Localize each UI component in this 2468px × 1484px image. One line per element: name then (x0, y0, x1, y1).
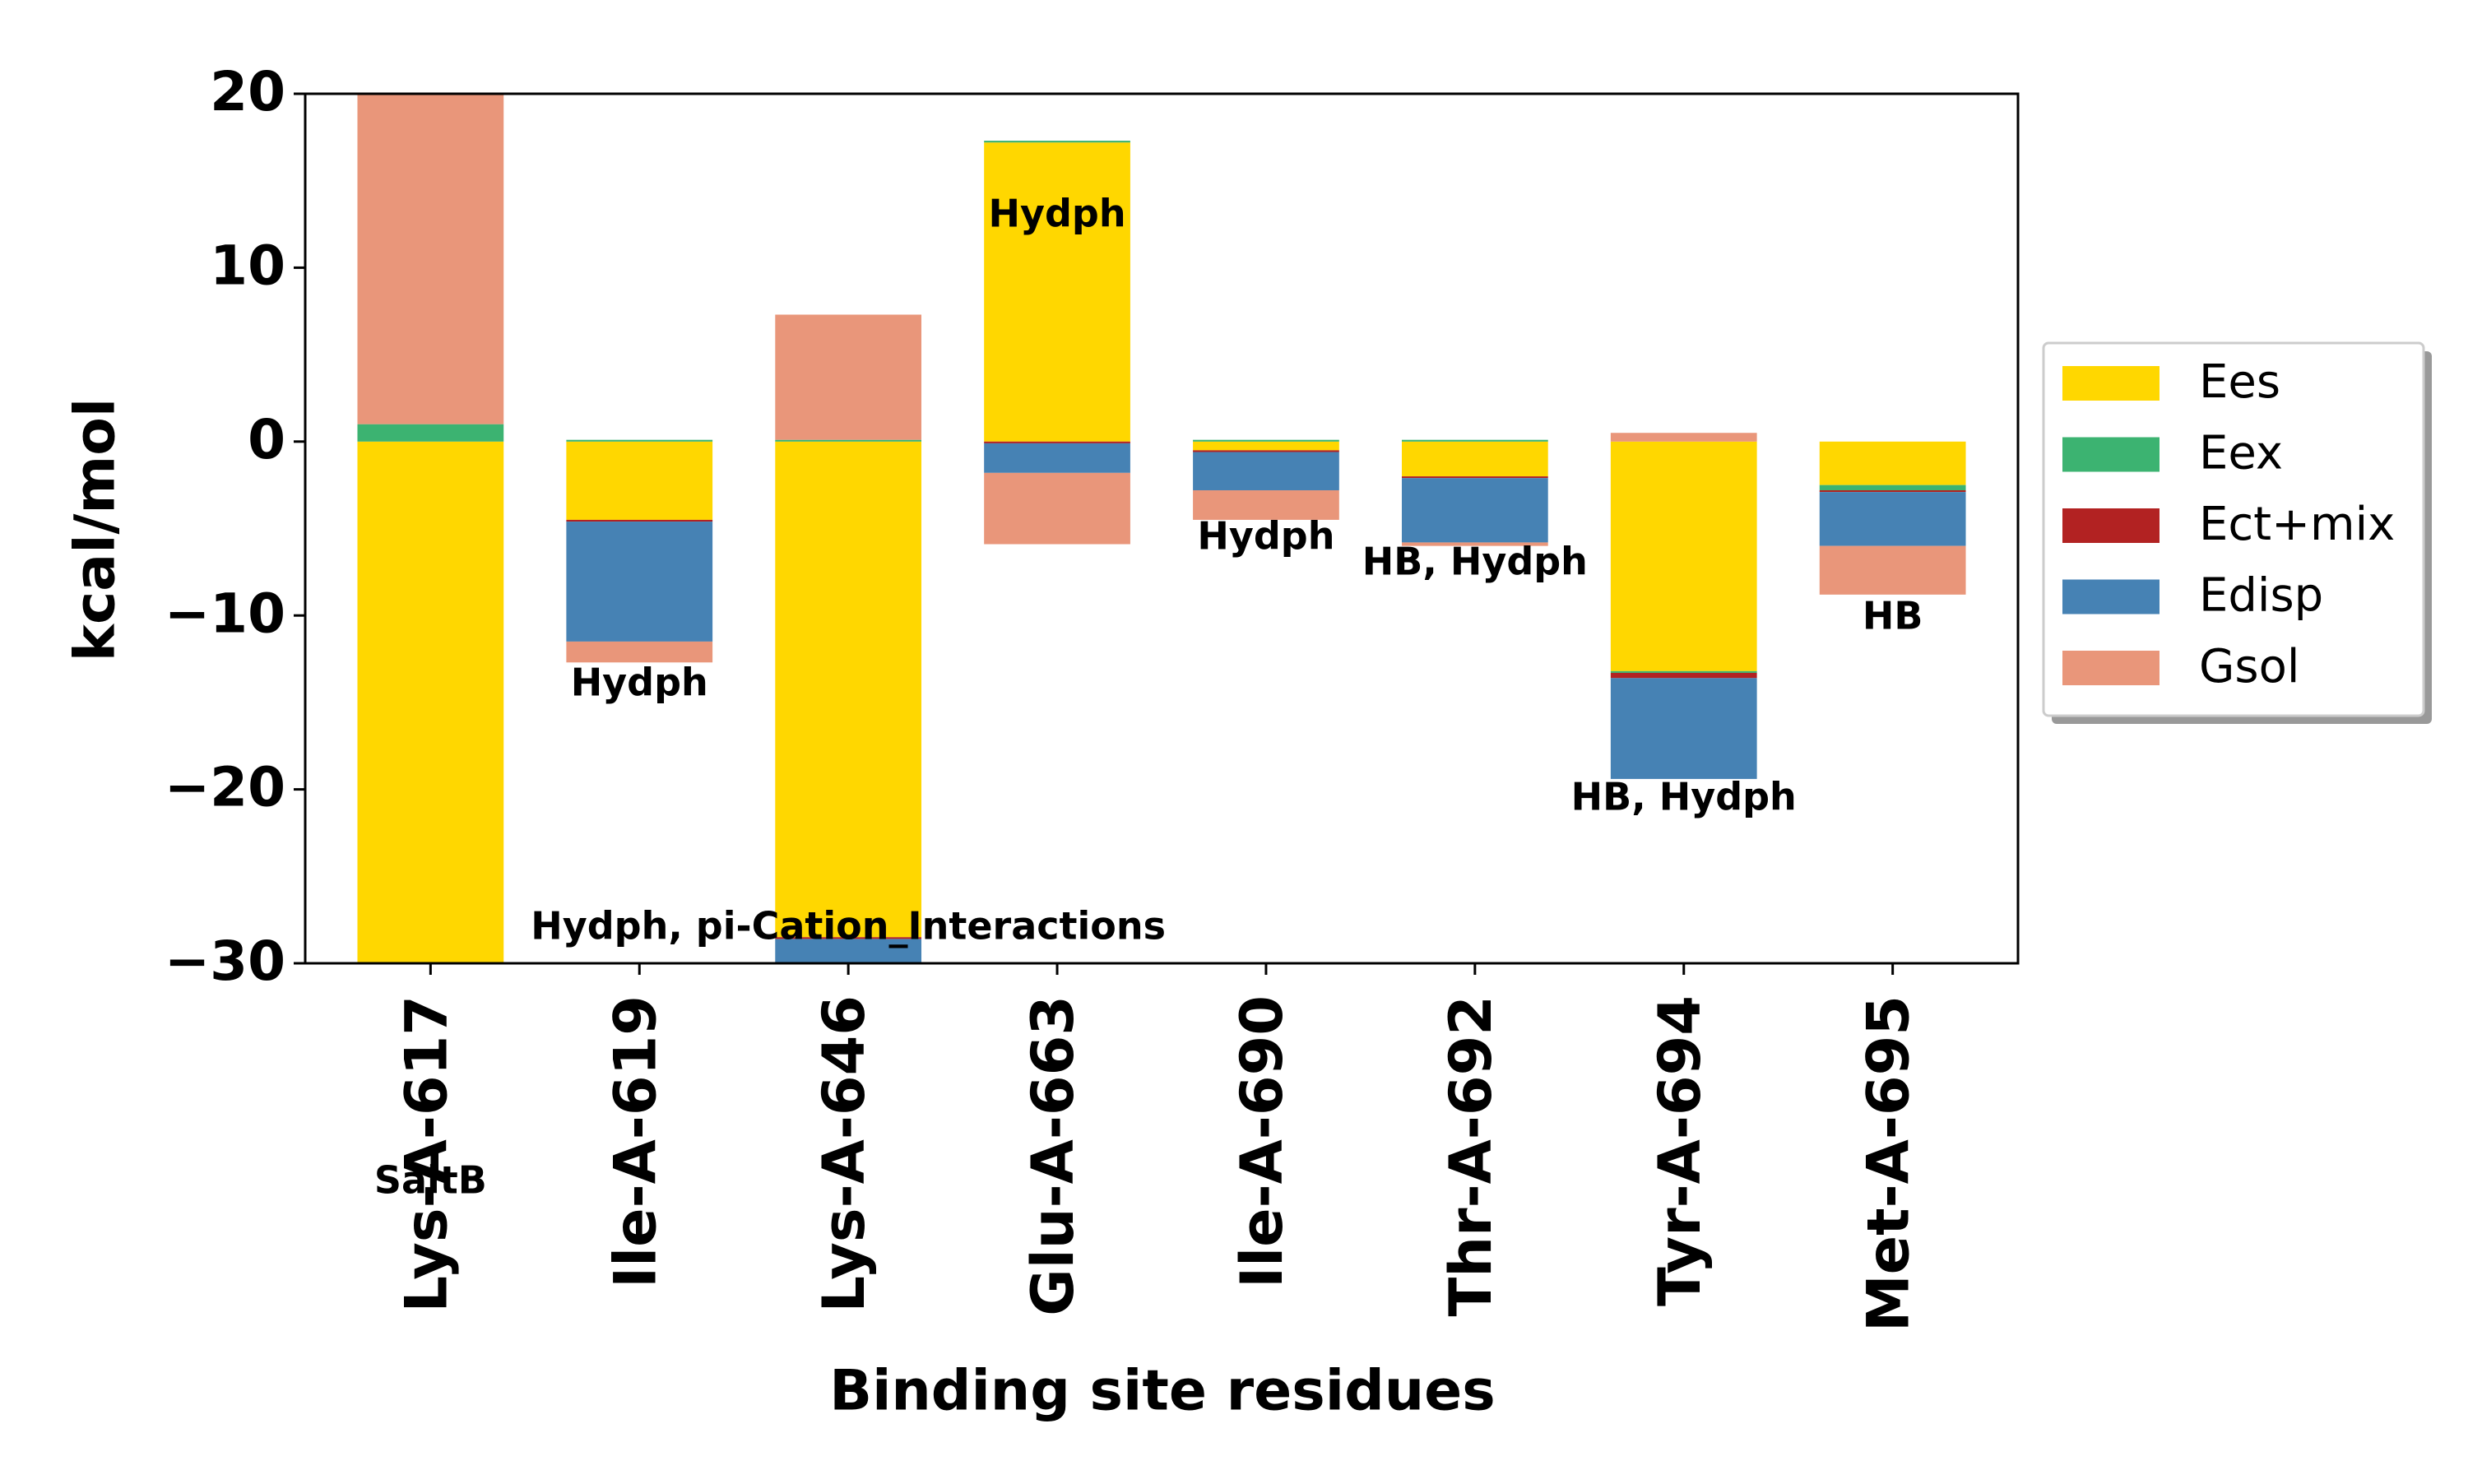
x-tick-label: Thr-A-692 (1437, 995, 1505, 1317)
bar-segment (566, 522, 713, 642)
bar-segment (1193, 452, 1339, 490)
bar-segment (984, 142, 1130, 442)
bar-segment (357, 94, 504, 424)
legend-label: Eex (2199, 427, 2283, 480)
bar-segment (1610, 441, 1757, 671)
annotation: HB, Hydph (1571, 775, 1797, 819)
bar-segment (1610, 433, 1757, 442)
bar-segment (1610, 670, 1757, 673)
bar-segment (1401, 439, 1548, 442)
y-tick-label: −10 (165, 582, 285, 645)
plot-area (357, 94, 1966, 963)
bar-segment (566, 519, 713, 522)
bar-segment (566, 439, 713, 442)
bar-segment (1819, 441, 1966, 485)
annotation: Hydph, pi-Cation_Interactions (531, 904, 1166, 948)
bar-segment (1193, 489, 1339, 520)
bar-segment (1819, 545, 1966, 595)
bar-segment (984, 443, 1130, 473)
annotation: Hydph (989, 192, 1126, 236)
bar-segment (775, 441, 922, 938)
legend-label: Ees (2199, 355, 2280, 409)
bar-segment (357, 424, 504, 442)
legend-swatch (2062, 366, 2160, 401)
y-tick-label: −20 (165, 756, 285, 819)
x-tick-label: Tyr-A-694 (1646, 995, 1714, 1306)
annotation: SaltB (374, 1158, 487, 1203)
legend-swatch (2062, 579, 2160, 614)
x-tick-label: Lys-A-617 (392, 995, 460, 1313)
bar-segment (1401, 476, 1548, 479)
annotation: HB (1863, 594, 1923, 638)
x-tick-label: Ile-A-619 (601, 995, 669, 1288)
y-tick-label: 0 (248, 408, 285, 471)
bar-segment (1819, 492, 1966, 546)
bar-segment (357, 441, 504, 963)
bar-segment (1193, 439, 1339, 442)
annotation: Hydph (1197, 514, 1334, 559)
bar-segment (775, 439, 922, 442)
bar-segment (775, 939, 922, 963)
bar-segment (1193, 441, 1339, 451)
bar-segment (566, 641, 713, 663)
bar-segment (566, 441, 713, 520)
bar-segment (1819, 489, 1966, 493)
x-tick-label: Met-A-695 (1855, 995, 1923, 1332)
bar-segment (1193, 450, 1339, 452)
bar-segment (1819, 485, 1966, 490)
bar-segment (984, 441, 1130, 443)
bar-segment (775, 937, 922, 939)
x-axis-label: Binding site residues (829, 1359, 1496, 1424)
bar-segment (1401, 441, 1548, 477)
legend-label: Ect+mix (2199, 498, 2395, 551)
legend-swatch (2062, 651, 2160, 685)
legend-label: Gsol (2199, 640, 2299, 693)
legend-swatch (2062, 437, 2160, 472)
bar-segment (984, 141, 1130, 143)
y-axis-label: kcal/mol (63, 398, 128, 661)
bar-segment (1401, 542, 1548, 546)
annotation: Hydph (571, 661, 708, 705)
annotation: HB, Hydph (1362, 540, 1588, 584)
y-tick-label: −30 (165, 930, 285, 993)
x-tick-label: Lys-A-646 (810, 995, 878, 1313)
x-tick-label: Glu-A-663 (1019, 995, 1087, 1316)
axes-frame (304, 92, 2020, 965)
x-tick-label: Ile-A-690 (1228, 995, 1296, 1288)
bar-segment (775, 314, 922, 440)
bar-segment (1610, 672, 1757, 679)
y-tick-label: 20 (210, 60, 285, 123)
bar-segment (1401, 478, 1548, 543)
bar-segment (984, 472, 1130, 545)
legend-swatch (2062, 508, 2160, 543)
bar-segment (1610, 678, 1757, 779)
legend-label: Edisp (2199, 569, 2323, 623)
y-tick-label: 10 (210, 234, 285, 297)
legend (2042, 341, 2425, 717)
